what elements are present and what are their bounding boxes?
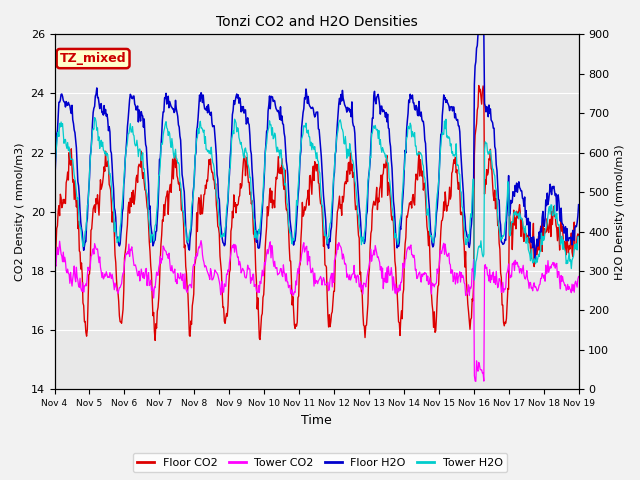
Tower H2O (115, 234, 122, 240)
Tower CO2 (51, 271, 58, 277)
Floor H2O (195, 104, 203, 109)
Floor CO2 (151, 337, 159, 343)
Floor H2O (531, 256, 539, 262)
Tower CO2 (60, 259, 68, 265)
Tower H2O (168, 136, 176, 142)
Floor CO2 (396, 333, 404, 338)
Tower H2O (396, 217, 404, 223)
Title: Tonzi CO2 and H2O Densities: Tonzi CO2 and H2O Densities (216, 15, 417, 29)
Floor H2O (167, 104, 175, 109)
Floor CO2 (168, 173, 176, 179)
Tower CO2 (575, 274, 582, 279)
Floor CO2 (475, 83, 483, 88)
Line: Floor CO2: Floor CO2 (54, 85, 579, 340)
Floor CO2 (381, 165, 388, 170)
Y-axis label: H2O Density (mmol/m3): H2O Density (mmol/m3) (615, 144, 625, 280)
Floor CO2 (196, 198, 204, 204)
Tower H2O (91, 115, 99, 120)
Tower H2O (51, 167, 58, 173)
Tower CO2 (396, 288, 404, 293)
Floor H2O (396, 240, 403, 245)
Tower CO2 (472, 379, 479, 384)
Line: Tower CO2: Tower CO2 (54, 240, 579, 382)
Floor H2O (474, 32, 482, 37)
Y-axis label: CO2 Density ( mmol/m3): CO2 Density ( mmol/m3) (15, 143, 25, 281)
X-axis label: Time: Time (301, 414, 332, 427)
Floor H2O (51, 185, 58, 191)
Floor CO2 (60, 200, 68, 206)
Floor H2O (114, 234, 122, 240)
Tower CO2 (195, 244, 203, 250)
Line: Tower H2O: Tower H2O (54, 118, 579, 280)
Line: Floor H2O: Floor H2O (54, 35, 579, 259)
Floor H2O (575, 202, 582, 207)
Tower H2O (381, 151, 388, 156)
Tower H2O (575, 233, 582, 239)
Tower CO2 (197, 238, 205, 243)
Tower CO2 (114, 290, 122, 296)
Floor H2O (380, 108, 388, 113)
Floor H2O (60, 99, 68, 105)
Floor CO2 (575, 232, 582, 238)
Tower CO2 (381, 279, 388, 285)
Tower H2O (196, 122, 204, 128)
Tower H2O (60, 141, 68, 146)
Floor CO2 (51, 262, 58, 267)
Floor CO2 (114, 289, 122, 295)
Text: TZ_mixed: TZ_mixed (60, 52, 126, 65)
Tower H2O (470, 277, 478, 283)
Legend: Floor CO2, Tower CO2, Floor H2O, Tower H2O: Floor CO2, Tower CO2, Floor H2O, Tower H… (133, 453, 507, 472)
Tower CO2 (167, 268, 175, 274)
